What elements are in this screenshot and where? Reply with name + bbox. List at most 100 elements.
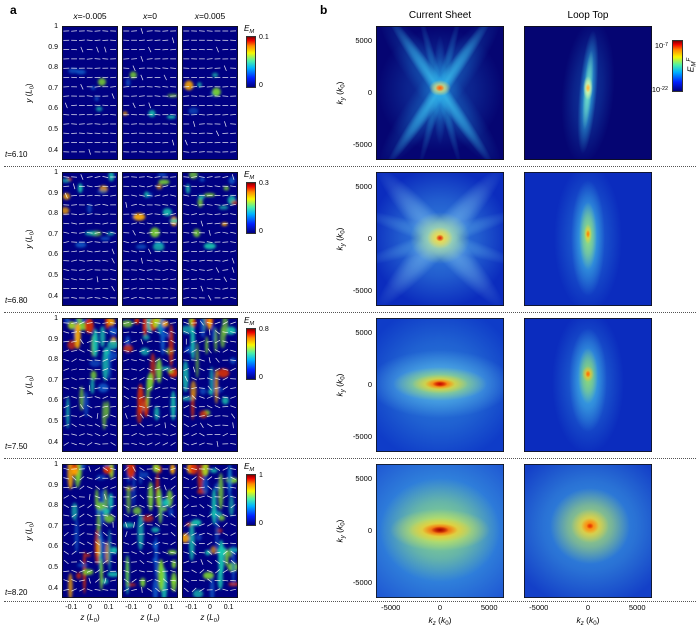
label-fragment: z (200, 613, 205, 622)
label-fragment: E (244, 24, 250, 33)
panel-a-y-axis-label: y (L0) (24, 375, 36, 395)
label-fragment: 0.8 (48, 64, 58, 72)
panel-a-y-tick-label: 0.6 (36, 543, 58, 550)
panel-a-y-tick-label: 0.7 (36, 231, 58, 238)
label-fragment: y (339, 535, 347, 539)
panel-b-spectrum (524, 318, 652, 452)
label-fragment: 0.4 (48, 438, 58, 446)
label-fragment: x (194, 11, 199, 21)
panel-b-x-tick-label: 5000 (629, 604, 646, 612)
label-fragment: 1 (54, 169, 58, 176)
label-fragment: E (244, 462, 250, 471)
panel-a-label: a (10, 3, 17, 17)
label-fragment: 1 (259, 472, 263, 479)
panel-a-colorbar (246, 328, 256, 380)
panel-a-x-tick-label: 0.1 (164, 604, 174, 611)
panel-b-y-tick-label: 5000 (344, 329, 372, 337)
label-fragment: -5000 (529, 603, 549, 612)
panel-b-x-axis-label: kz (k0) (576, 616, 599, 627)
label-fragment: ) (216, 613, 220, 622)
panel-a-x-tick-label: 0.1 (224, 604, 234, 611)
panel-b-header-current-sheet: Current Sheet (408, 10, 472, 21)
label-fragment: 5000 (355, 182, 372, 192)
label-fragment: E (244, 316, 250, 325)
label-fragment: x (73, 11, 78, 21)
panel-a-y-tick-label: 0.7 (36, 523, 58, 530)
label-fragment: ( (24, 239, 34, 245)
label-fragment: ( (144, 613, 150, 622)
panel-a-y-tick-label: 1 (36, 461, 58, 468)
panel-a-colorbar-title: EM (244, 24, 254, 35)
label-fragment: -5000 (352, 139, 372, 149)
label-fragment: 0.9 (48, 43, 58, 51)
panel-a-y-tick-label: 0.5 (36, 564, 58, 571)
label-fragment: -0.1 (185, 604, 198, 611)
label-fragment: ( (204, 613, 210, 622)
label-fragment: 0.9 (48, 335, 58, 343)
label-fragment: -22 (660, 85, 668, 92)
label-fragment: F (685, 57, 693, 62)
panel-a-x-tick-label: -0.1 (185, 604, 197, 611)
label-fragment: z (140, 613, 145, 622)
label-fragment: t (5, 296, 8, 305)
panel-b-spectrum (376, 172, 504, 306)
label-fragment: 0.8 (259, 326, 269, 333)
label-fragment: ) (156, 613, 160, 622)
label-fragment: 0.1 (259, 34, 269, 41)
label-fragment: y (339, 97, 347, 101)
panel-a-heatmap (182, 172, 238, 306)
label-fragment: 0 (213, 617, 217, 624)
panel-a-y-axis-label: y (L0) (24, 83, 36, 102)
label-fragment: y (24, 390, 34, 395)
label-fragment: M (249, 466, 255, 473)
label-fragment: =0 (147, 11, 157, 21)
label-fragment: 0 (367, 88, 372, 97)
panel-a-heatmap (62, 172, 118, 306)
panel-a-y-tick-label: 0.5 (36, 272, 58, 279)
panel-b-label: b (320, 3, 328, 17)
label-fragment: 0 (208, 604, 212, 611)
panel-a-y-tick-label: 0.9 (36, 336, 58, 343)
panel-b-y-tick-label: 0 (344, 381, 372, 389)
label-fragment: 0.6 (48, 397, 58, 405)
label-fragment: 0.5 (48, 564, 58, 572)
panel-a-y-tick-label: 1 (36, 315, 58, 322)
label-fragment: =-0.005 (77, 11, 107, 21)
panel-a-heatmap (122, 26, 178, 160)
label-fragment: ( (24, 93, 34, 99)
panel-a-y-tick-label: 0.8 (36, 210, 58, 217)
label-fragment: 0.9 (48, 481, 58, 489)
panel-b-x-tick-label: 5000 (481, 604, 498, 612)
label-fragment: k (334, 379, 345, 384)
row-separator (4, 312, 696, 313)
panel-a-colorbar-min-label: 0 (259, 228, 263, 235)
label-fragment: y (24, 536, 34, 541)
label-fragment: -0.1 (125, 604, 138, 611)
panel-a-heatmap (62, 464, 118, 598)
label-fragment: 0.4 (48, 584, 58, 592)
label-fragment: 0.1 (103, 604, 114, 611)
label-fragment: 0.9 (48, 189, 58, 197)
panel-a-colorbar (246, 182, 256, 234)
label-fragment: 0.7 (48, 522, 58, 530)
panel-b-y-tick-label: -5000 (344, 578, 372, 587)
panel-b-spectrum (524, 26, 652, 160)
label-fragment: -5000 (352, 285, 372, 295)
label-fragment: 1 (54, 23, 58, 30)
label-fragment: 0 (29, 232, 36, 236)
label-fragment: 0.7 (48, 376, 58, 384)
panel-b-header-loop-top: Loop Top (567, 10, 609, 21)
row-separator (4, 166, 696, 167)
label-fragment: L (89, 613, 94, 622)
panel-a-y-tick-label: 1 (36, 169, 58, 176)
label-fragment: ( (84, 613, 90, 622)
panel-a-colorbar-max-label: 0.3 (259, 180, 269, 187)
label-fragment: 0 (339, 522, 347, 526)
panel-a-y-tick-label: 0.4 (36, 439, 58, 446)
label-fragment: 0 (367, 526, 372, 535)
label-fragment: k (334, 87, 345, 92)
panel-a-heatmap (182, 464, 238, 598)
label-fragment: 0 (259, 520, 263, 527)
label-fragment: 0 (339, 376, 347, 380)
panel-a-x-axis-label: z (L0) (140, 613, 160, 624)
